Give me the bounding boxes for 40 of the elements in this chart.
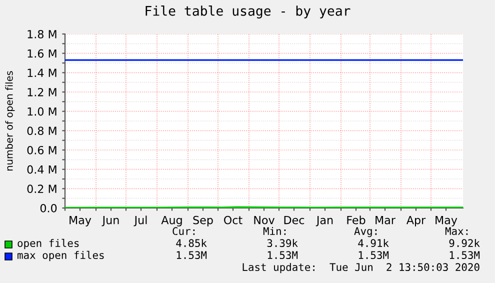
text: 4.91k — [358, 238, 389, 248]
x-tick-label: Jul — [134, 216, 147, 226]
x-tick-label: Aug — [161, 216, 182, 226]
legend-label: open files — [18, 238, 79, 250]
y-tick-label: 0.6 M — [27, 146, 56, 154]
x-tick-label: Dec — [284, 216, 304, 224]
chart-title: File table usage - by year — [146, 6, 350, 18]
text: Avg: — [354, 227, 377, 238]
x-tick-label: Oct — [224, 216, 242, 224]
y-tick-label: 1.0 M — [28, 107, 56, 116]
text: 1.53M — [268, 251, 298, 260]
x-tick-label: Feb — [347, 216, 366, 224]
y-tick-label: 0.0 — [40, 204, 57, 212]
y-tick-label: 0.8 M — [27, 126, 56, 136]
text: 4.85k — [176, 238, 207, 248]
y-tick-label: 1.2 M — [28, 88, 56, 96]
text: 3.39k — [267, 238, 298, 248]
y-axis-title: number of open files — [5, 71, 15, 170]
x-tick-label: Sep — [193, 216, 213, 226]
x-tick-label: May — [70, 216, 92, 226]
x-tick-label: Jun — [102, 216, 119, 226]
legend-label: max open files — [18, 250, 104, 262]
text: 1.53M — [450, 251, 480, 260]
text: 1.53M — [176, 251, 207, 260]
x-tick-label: Jan — [316, 216, 333, 226]
x-tick-label: May — [436, 216, 458, 226]
y-tick-label: 1.8 M — [28, 30, 56, 38]
text: Last update: Tue Jun 2 13:50:03 2020 — [242, 262, 480, 274]
x-tick-label: Apr — [406, 216, 426, 226]
text: Min: — [263, 226, 286, 235]
text: 1.53M — [358, 251, 389, 260]
y-tick-label: 1.4 M — [28, 68, 56, 77]
text: Max: — [445, 227, 468, 236]
y-tick-label: 1.6 M — [28, 49, 56, 58]
y-tick-label: 0.2 M — [27, 184, 56, 194]
x-tick-label: Mar — [376, 216, 396, 224]
text: 9.92k — [449, 238, 480, 248]
y-tick-label: 0.4 M — [27, 165, 56, 174]
x-tick-label: Nov — [254, 216, 275, 224]
text: Cur: — [172, 227, 195, 236]
